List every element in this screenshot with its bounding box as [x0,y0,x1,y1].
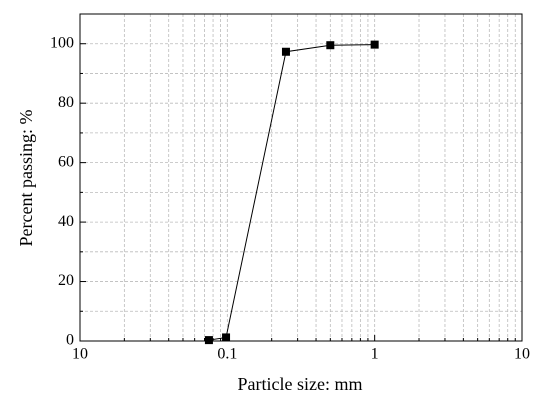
data-point [370,40,379,49]
y-tick-label: 60 [58,153,74,170]
x-tick-label: 0.1 [217,346,237,363]
data-point [326,41,335,50]
x-tick-label: 10 [72,346,88,363]
data-point [281,47,290,56]
x-tick-label: 10 [514,346,530,363]
x-tick-label: 1 [371,346,379,363]
plot-frame [79,13,523,342]
y-tick-label: 0 [66,332,74,349]
x-axis-label: Particle size: mm [238,374,363,394]
data-point [204,336,213,345]
y-tick-label: 40 [58,213,74,230]
y-tick-label: 100 [50,34,74,51]
y-axis-label: Percent passing: % [16,110,36,247]
data-point [222,333,231,342]
y-tick-label: 80 [58,94,74,111]
y-tick-label: 20 [58,272,74,289]
